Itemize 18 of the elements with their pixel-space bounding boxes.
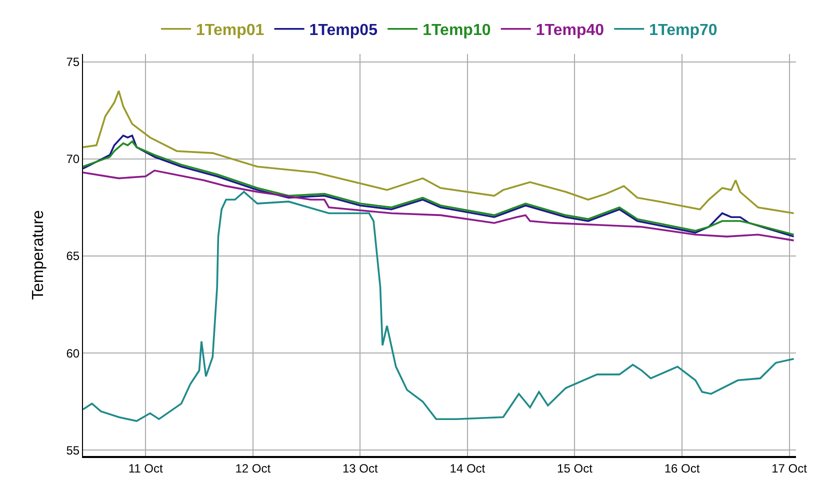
legend-label: 1Temp70 <box>649 22 718 40</box>
x-tick-label: 13 Oct <box>342 461 378 476</box>
x-tick-label: 11 Oct <box>128 461 164 476</box>
y-tick-label: 70 <box>66 152 80 166</box>
legend-label: 1Temp10 <box>422 22 491 40</box>
x-tick-label: 16 Oct <box>664 461 700 476</box>
x-tick-label: 12 Oct <box>235 461 272 476</box>
legend-label: 1Temp40 <box>536 22 604 40</box>
x-tick-label: 14 Oct <box>450 461 486 476</box>
y-axis-title: Temperature <box>30 210 48 300</box>
y-tick-label: 65 <box>66 249 80 264</box>
legend-label: 1Temp05 <box>309 22 378 40</box>
x-tick-label: 15 Oct <box>557 461 594 476</box>
y-tick-label: 55 <box>66 443 80 458</box>
x-tick-label: 17 Oct <box>772 461 808 476</box>
y-tick-label: 60 <box>66 346 80 360</box>
legend-label: 1Temp01 <box>196 22 264 40</box>
y-tick-label: 75 <box>66 54 80 69</box>
